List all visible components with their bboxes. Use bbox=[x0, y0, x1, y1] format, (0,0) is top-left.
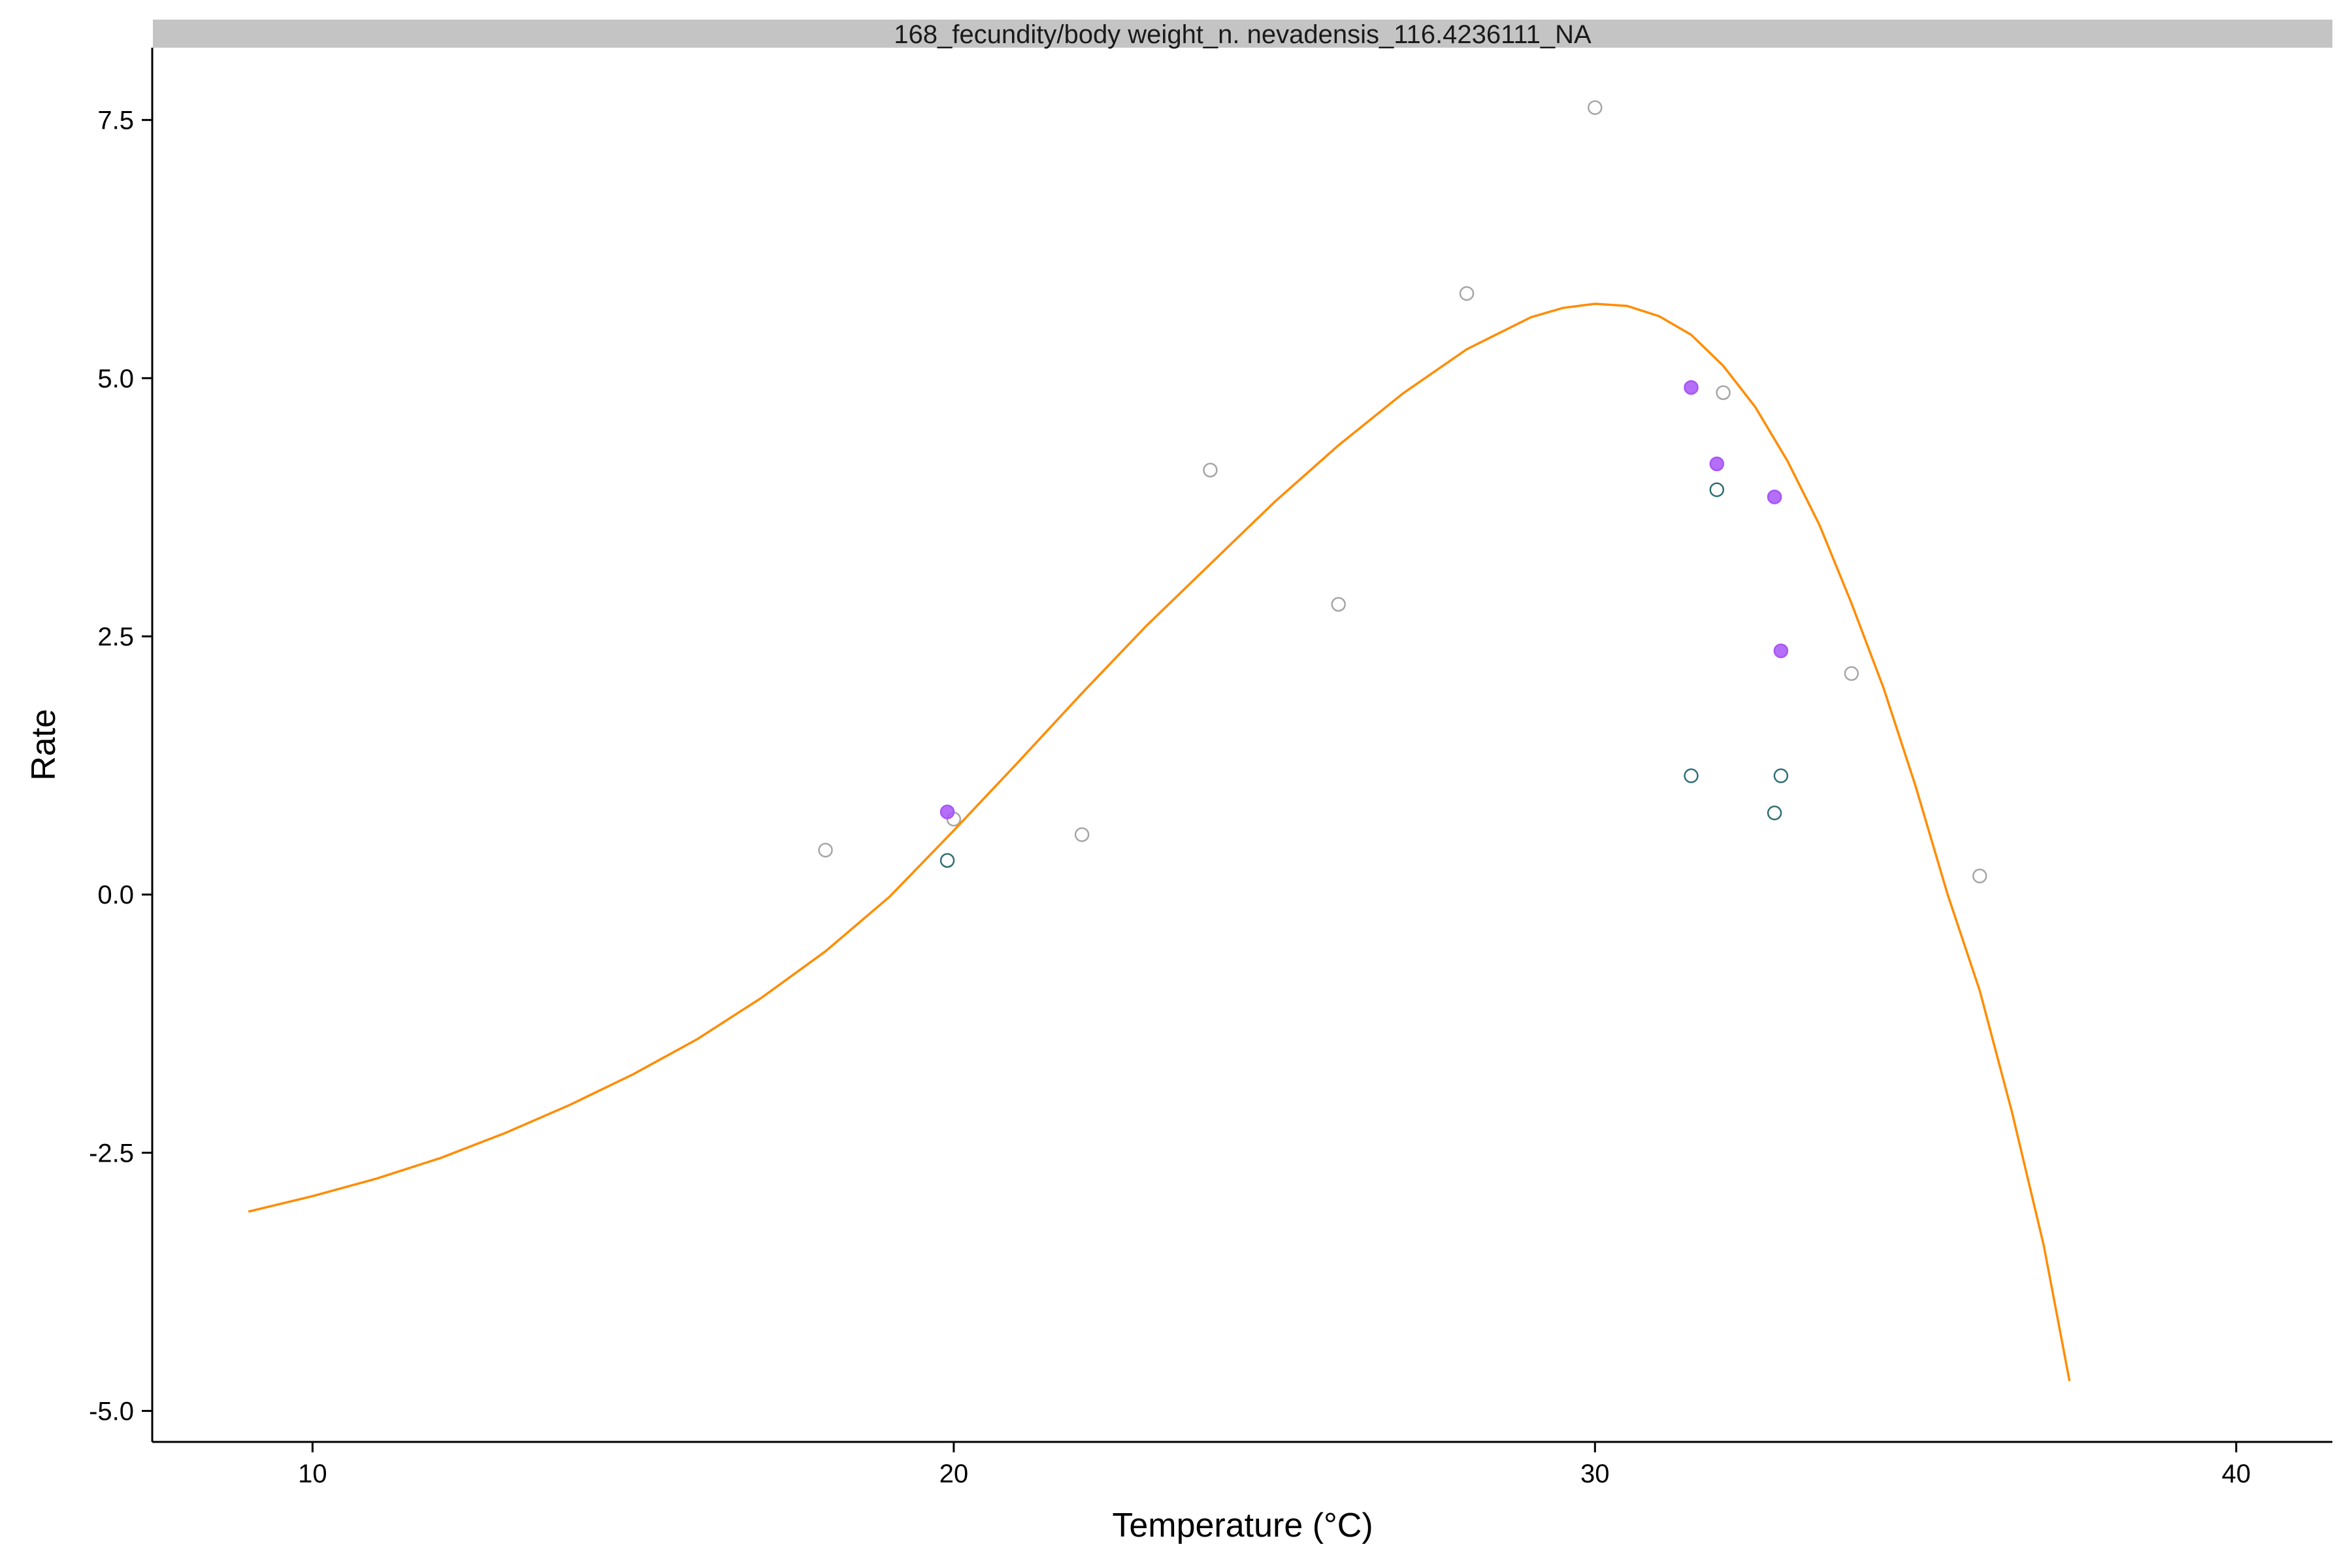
x-tick-label-1: 20 bbox=[939, 1460, 969, 1488]
y-tick-label-2: 0.0 bbox=[97, 881, 134, 909]
axes bbox=[151, 48, 2332, 1443]
y-tick-label-3: 2.5 bbox=[97, 623, 134, 651]
data-point-2-1 bbox=[1709, 482, 1725, 497]
data-point-0-3 bbox=[1203, 463, 1218, 478]
data-point-0-6 bbox=[1588, 100, 1603, 115]
y-tick-label-1: -2.5 bbox=[89, 1139, 134, 1168]
data-point-0-9 bbox=[1972, 868, 1987, 884]
data-point-0-4 bbox=[1331, 596, 1346, 612]
data-point-1-0 bbox=[939, 804, 955, 819]
data-point-1-2 bbox=[1709, 456, 1725, 472]
chart-title: 168_fecundity/body weight_n. nevadensis_… bbox=[894, 20, 1592, 49]
y-tick-label-5: 7.5 bbox=[97, 106, 134, 135]
data-point-2-2 bbox=[1684, 768, 1699, 783]
data-point-0-0 bbox=[818, 842, 833, 858]
x-axis-title: Temperature (°C) bbox=[1112, 1507, 1373, 1544]
data-point-1-1 bbox=[1684, 380, 1699, 395]
data-point-1-3 bbox=[1767, 489, 1782, 504]
data-point-0-2 bbox=[1074, 827, 1090, 842]
data-point-2-4 bbox=[1767, 806, 1782, 821]
title-strip bbox=[153, 20, 2332, 48]
data-point-2-0 bbox=[939, 853, 955, 868]
data-point-1-4 bbox=[1773, 643, 1789, 659]
y-tick-label-4: 5.0 bbox=[97, 365, 134, 393]
tick-marks: 10 20 30 40 -5.0 -2.5 0.0 2.5 5.0 7.5 bbox=[89, 106, 2251, 1488]
fitted-curve bbox=[248, 302, 2071, 1382]
data-point-0-5 bbox=[1459, 286, 1475, 301]
y-tick-label-0: -5.0 bbox=[89, 1397, 134, 1426]
x-tick-label-0: 10 bbox=[298, 1460, 327, 1488]
plot-marks bbox=[248, 100, 2071, 1382]
x-tick-label-3: 40 bbox=[2222, 1460, 2251, 1488]
y-axis-title: Rate bbox=[25, 709, 63, 781]
data-point-0-7 bbox=[1716, 385, 1731, 400]
data-point-0-8 bbox=[1844, 666, 1859, 681]
data-point-2-3 bbox=[1773, 768, 1789, 783]
x-tick-label-2: 30 bbox=[1580, 1460, 1610, 1488]
